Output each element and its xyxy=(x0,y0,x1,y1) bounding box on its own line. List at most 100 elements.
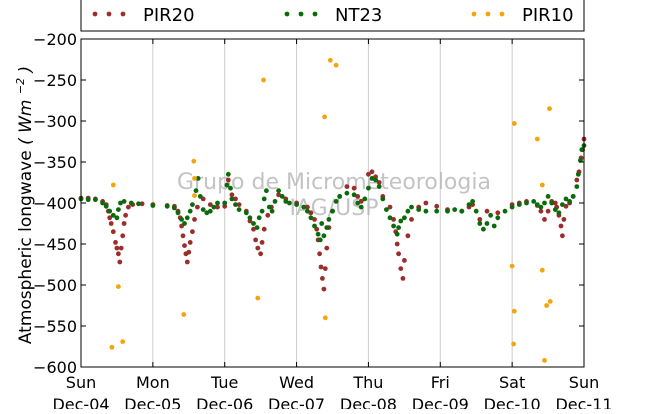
point-nt23 xyxy=(384,207,389,213)
point-nt23 xyxy=(175,210,181,216)
watermark-line-1: Grupo de Micrometeorologia xyxy=(177,170,491,195)
point-nt23 xyxy=(195,176,201,181)
point-pir20 xyxy=(107,215,113,221)
point-nt23 xyxy=(211,204,217,210)
x-tick-label-day: Sun xyxy=(66,373,96,392)
point-pir10 xyxy=(120,339,126,344)
point-pir20 xyxy=(318,264,324,270)
point-pir20 xyxy=(369,169,375,175)
data-points xyxy=(78,57,587,363)
point-nt23 xyxy=(215,200,220,206)
point-pir20 xyxy=(423,200,429,206)
point-nt23 xyxy=(409,204,414,210)
point-nt23 xyxy=(243,210,249,216)
point-nt23 xyxy=(259,208,265,214)
x-tick-label-day: Sat xyxy=(499,373,525,392)
x-tick-label-date: Dec-07 xyxy=(268,395,325,409)
x-tick-label-date: Dec-05 xyxy=(124,395,181,409)
point-pir20 xyxy=(396,251,401,257)
y-tick-label: −450 xyxy=(33,235,77,254)
point-nt23 xyxy=(305,208,310,214)
point-nt23 xyxy=(110,212,116,218)
x-tick-label-day: Fri xyxy=(431,373,450,392)
point-nt23 xyxy=(373,177,378,183)
point-nt23 xyxy=(164,203,170,209)
point-nt23 xyxy=(326,217,332,222)
point-pir20 xyxy=(118,245,124,251)
point-nt23 xyxy=(552,207,558,213)
point-nt23 xyxy=(321,233,327,239)
point-pir20 xyxy=(344,184,350,190)
point-pir20 xyxy=(545,208,551,214)
point-nt23 xyxy=(484,221,490,226)
point-nt23 xyxy=(224,182,230,188)
point-nt23 xyxy=(534,202,540,208)
point-pir20 xyxy=(402,258,407,263)
point-nt23 xyxy=(570,194,576,199)
y-tick-label: −400 xyxy=(33,194,77,213)
point-nt23 xyxy=(369,176,375,181)
point-pir20 xyxy=(391,217,396,222)
point-nt23 xyxy=(324,225,330,231)
point-nt23 xyxy=(549,200,555,206)
point-nt23 xyxy=(538,204,544,210)
series-nt23 xyxy=(78,143,587,243)
point-pir20 xyxy=(351,185,357,191)
point-nt23 xyxy=(344,190,350,196)
point-nt23 xyxy=(556,210,562,216)
point-pir20 xyxy=(317,251,322,257)
point-pir20 xyxy=(563,203,569,209)
point-pir20 xyxy=(320,276,325,281)
legend-marker xyxy=(499,11,505,17)
point-nt23 xyxy=(434,208,440,214)
point-nt23 xyxy=(233,202,238,208)
point-nt23 xyxy=(516,202,522,208)
point-pir20 xyxy=(108,221,114,226)
point-nt23 xyxy=(333,199,339,204)
point-nt23 xyxy=(294,202,299,208)
point-nt23 xyxy=(269,208,275,214)
point-nt23 xyxy=(394,231,400,237)
y-tick-label: −350 xyxy=(33,153,77,172)
legend-label: NT23 xyxy=(335,5,382,26)
legend-item-pir20: PIR20 xyxy=(92,5,195,26)
point-nt23 xyxy=(312,223,317,229)
point-nt23 xyxy=(228,185,233,191)
point-pir10 xyxy=(509,263,515,269)
point-pir10 xyxy=(539,182,545,188)
point-nt23 xyxy=(473,208,479,214)
point-nt23 xyxy=(366,185,371,191)
point-pir20 xyxy=(182,243,187,249)
point-pir20 xyxy=(495,210,501,216)
point-nt23 xyxy=(351,192,357,198)
point-pir20 xyxy=(542,217,547,222)
series-pir10 xyxy=(109,57,553,363)
point-pir20 xyxy=(113,240,118,245)
y-tick-label: −550 xyxy=(33,317,77,336)
point-nt23 xyxy=(308,215,314,221)
point-nt23 xyxy=(279,194,285,199)
point-pir20 xyxy=(400,276,406,281)
point-nt23 xyxy=(337,194,343,199)
x-tick-label-day: Tue xyxy=(210,373,238,392)
point-pir20 xyxy=(312,217,317,222)
point-pir20 xyxy=(434,203,440,209)
point-nt23 xyxy=(197,194,203,199)
point-nt23 xyxy=(423,208,429,214)
point-pir10 xyxy=(116,284,121,289)
point-nt23 xyxy=(355,200,361,206)
point-nt23 xyxy=(524,200,529,206)
point-pir20 xyxy=(366,171,371,177)
point-nt23 xyxy=(229,196,235,202)
point-pir20 xyxy=(305,204,310,210)
x-tick-label-day: Sun xyxy=(569,373,599,392)
y-axis-label-unit-exp: −2 xyxy=(14,78,27,94)
point-nt23 xyxy=(179,217,185,222)
point-nt23 xyxy=(567,199,572,204)
point-nt23 xyxy=(193,188,199,194)
y-axis-label: Atmospheric longwave ( Wm −2 ) xyxy=(9,66,36,344)
point-pir10 xyxy=(542,358,547,363)
watermark: Grupo de Micrometeorologia IAG/USP xyxy=(177,170,491,221)
point-nt23 xyxy=(93,197,98,203)
